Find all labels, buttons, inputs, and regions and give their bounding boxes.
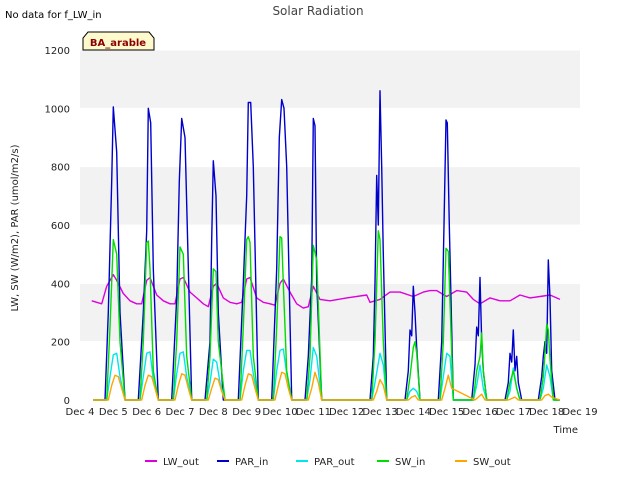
legend-label-sw-out: SW_out xyxy=(473,457,511,468)
y-axis-title: LW, SW (W/m2), PAR (umol/m2/s) xyxy=(10,144,21,311)
site-badge: BA_arable xyxy=(82,31,155,51)
y-tick-label: 800 xyxy=(51,163,70,174)
y-tick-label: 1200 xyxy=(45,46,70,57)
x-tick-label: Dec 11 xyxy=(296,407,331,418)
legend: LW_out PAR_in PAR_out SW_in SW_out xyxy=(145,457,511,468)
x-tick-label: Dec 5 xyxy=(99,407,128,418)
series-line-sw-out xyxy=(93,371,561,401)
x-tick-label: Dec 7 xyxy=(166,407,195,418)
plot-band xyxy=(80,50,580,109)
legend-label-lw-out: LW_out xyxy=(163,457,199,468)
x-tick-label: Dec 17 xyxy=(496,407,531,418)
x-tick-labels: Dec 4 Dec 5 Dec 6 Dec 7 Dec 8 Dec 9 Dec 10Dec … xyxy=(66,407,598,418)
x-axis-title: Time xyxy=(553,425,578,436)
legend-label-par-out: PAR_out xyxy=(314,457,355,468)
x-tick-label: Dec 15 xyxy=(429,407,464,418)
x-tick-label: Dec 9 xyxy=(232,407,261,418)
badge-label: BA_arable xyxy=(90,38,146,49)
chart-title: Solar Radiation xyxy=(272,4,363,18)
plot-bands xyxy=(80,50,580,342)
series-layer xyxy=(91,90,561,401)
x-tick-label: Dec 10 xyxy=(262,407,297,418)
y-tick-labels: 0 200 400 600 800 1000 1200 xyxy=(45,46,70,407)
badge-shape xyxy=(82,31,155,51)
legend-label-par-in: PAR_in xyxy=(235,457,268,468)
y-tick-label: 600 xyxy=(51,221,70,232)
y-tick-label: 200 xyxy=(51,338,70,349)
x-tick-label: Dec 14 xyxy=(396,407,431,418)
x-tick-label: Dec 19 xyxy=(562,407,597,418)
x-tick-label: Dec 6 xyxy=(132,407,161,418)
x-tick-label: Dec 13 xyxy=(362,407,397,418)
x-tick-label: Dec 16 xyxy=(462,407,497,418)
no-data-notice: No data for f_LW_in xyxy=(5,10,102,21)
x-tick-label: Dec 18 xyxy=(529,407,564,418)
y-tick-label: 0 xyxy=(64,396,70,407)
y-tick-label: 400 xyxy=(51,279,70,290)
x-tick-label: Dec 12 xyxy=(329,407,364,418)
series-line-par-in xyxy=(93,90,560,401)
x-tick-label: Dec 8 xyxy=(199,407,228,418)
plot-band xyxy=(80,166,580,225)
y-tick-label: 1000 xyxy=(45,104,70,115)
plot-band xyxy=(80,283,580,342)
legend-label-sw-in: SW_in xyxy=(395,457,425,468)
series-line-lw-out xyxy=(91,273,561,309)
x-tick-label: Dec 4 xyxy=(66,407,95,418)
